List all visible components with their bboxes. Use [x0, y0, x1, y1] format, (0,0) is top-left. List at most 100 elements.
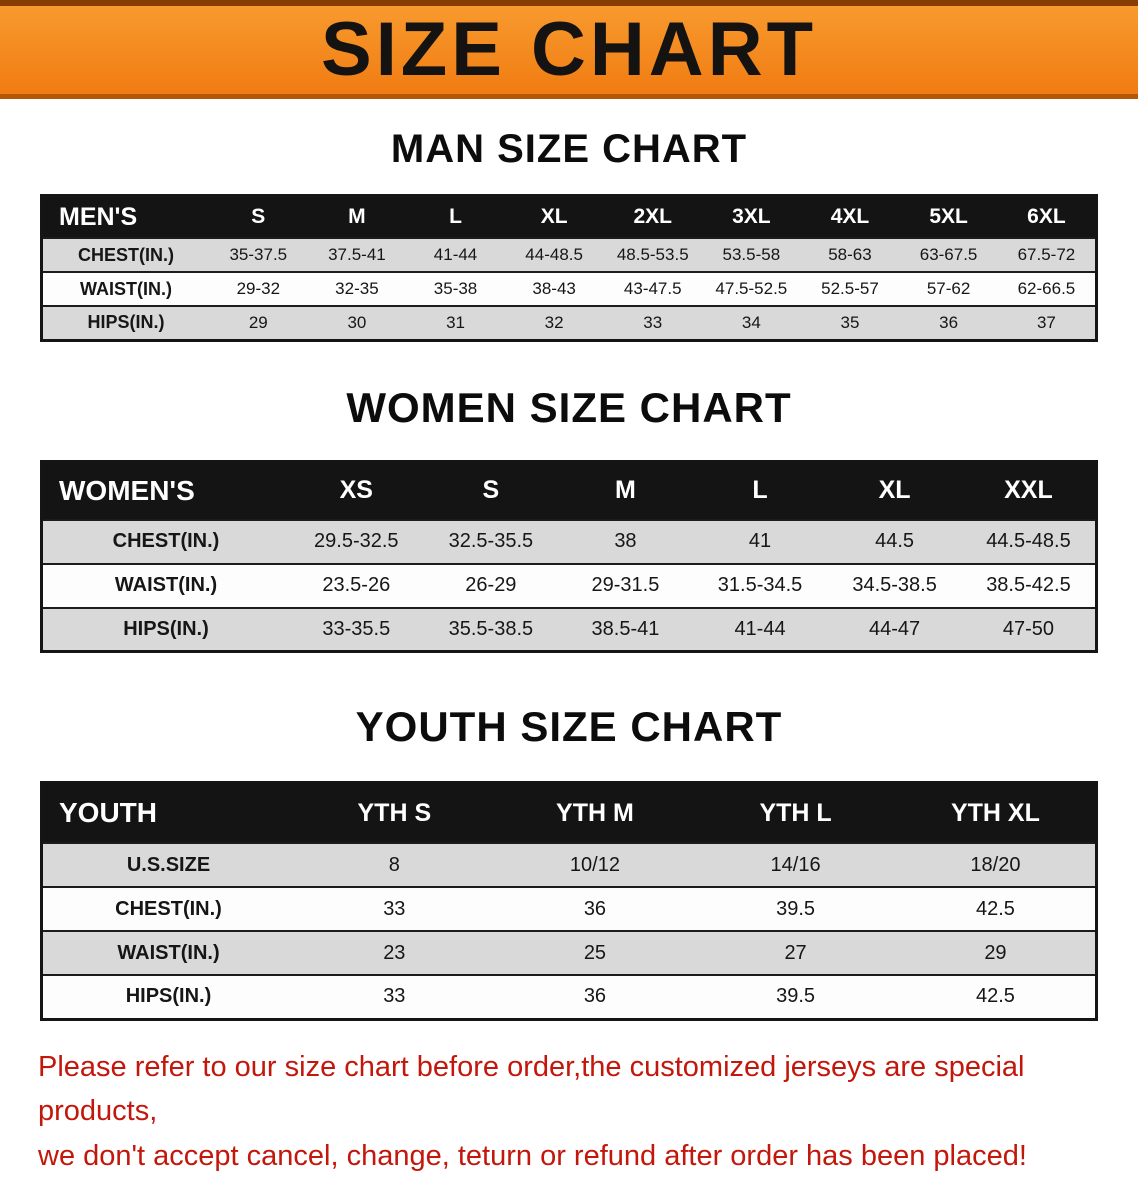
women-cell-value: 29-31.5	[558, 564, 693, 608]
youth-cell-value: 23	[294, 931, 495, 975]
men-col-header: 4XL	[801, 196, 900, 239]
women-cell-value: 32.5-35.5	[424, 520, 559, 564]
men-table-title: MEN'S	[42, 196, 210, 239]
youth-col-header: YTH M	[495, 783, 696, 844]
youth-row-label: CHEST(IN.)	[42, 887, 295, 931]
women-table-title: WOMEN'S	[42, 461, 290, 520]
men-row-label: CHEST(IN.)	[42, 238, 210, 272]
women-cell-value: 31.5-34.5	[693, 564, 828, 608]
youth-cell-value: 39.5	[695, 975, 896, 1019]
men-cell-value: 35	[801, 306, 900, 340]
men-cell-value: 32	[505, 306, 604, 340]
women-cell-value: 23.5-26	[289, 564, 424, 608]
men-col-header: 5XL	[899, 196, 998, 239]
women-cell-value: 34.5-38.5	[827, 564, 962, 608]
men-row-label: HIPS(IN.)	[42, 306, 210, 340]
women-row-label: CHEST(IN.)	[42, 520, 290, 564]
women-row-label: HIPS(IN.)	[42, 608, 290, 652]
men-cell-value: 67.5-72	[998, 238, 1097, 272]
men-cell-value: 53.5-58	[702, 238, 801, 272]
men-cell-value: 62-66.5	[998, 272, 1097, 306]
men-col-header: M	[308, 196, 407, 239]
women-col-header: XL	[827, 461, 962, 520]
youth-table-title: YOUTH	[42, 783, 295, 844]
men-cell-value: 30	[308, 306, 407, 340]
women-cell-value: 44.5	[827, 520, 962, 564]
women-col-header: M	[558, 461, 693, 520]
men-cell-value: 57-62	[899, 272, 998, 306]
youth-row-label: HIPS(IN.)	[42, 975, 295, 1019]
women-cell-value: 41-44	[693, 608, 828, 652]
men-cell-value: 63-67.5	[899, 238, 998, 272]
banner-title: SIZE CHART	[321, 12, 817, 88]
youth-cell-value: 27	[695, 931, 896, 975]
youth-row-label: U.S.SIZE	[42, 843, 295, 887]
men-row-label: WAIST(IN.)	[42, 272, 210, 306]
women-section-heading: WOMEN SIZE CHART	[0, 384, 1138, 432]
youth-cell-value: 36	[495, 975, 696, 1019]
women-col-header: XS	[289, 461, 424, 520]
women-col-header: S	[424, 461, 559, 520]
women-cell-value: 44-47	[827, 608, 962, 652]
size-chart-banner: SIZE CHART	[0, 0, 1138, 99]
women-cell-value: 47-50	[962, 608, 1097, 652]
men-cell-value: 32-35	[308, 272, 407, 306]
youth-cell-value: 33	[294, 975, 495, 1019]
men-cell-value: 35-37.5	[209, 238, 308, 272]
women-cell-value: 33-35.5	[289, 608, 424, 652]
women-row-label: WAIST(IN.)	[42, 564, 290, 608]
youth-row-label: WAIST(IN.)	[42, 931, 295, 975]
men-cell-value: 35-38	[406, 272, 505, 306]
women-cell-value: 41	[693, 520, 828, 564]
youth-cell-value: 33	[294, 887, 495, 931]
women-cell-value: 29.5-32.5	[289, 520, 424, 564]
men-cell-value: 33	[603, 306, 702, 340]
order-policy-notice: Please refer to our size chart before or…	[38, 1045, 1100, 1179]
youth-cell-value: 36	[495, 887, 696, 931]
men-cell-value: 52.5-57	[801, 272, 900, 306]
men-cell-value: 31	[406, 306, 505, 340]
men-col-header: 2XL	[603, 196, 702, 239]
youth-cell-value: 10/12	[495, 843, 696, 887]
men-cell-value: 58-63	[801, 238, 900, 272]
women-cell-value: 35.5-38.5	[424, 608, 559, 652]
men-col-header: S	[209, 196, 308, 239]
men-cell-value: 43-47.5	[603, 272, 702, 306]
order-policy-line-1: Please refer to our size chart before or…	[38, 1045, 1100, 1135]
youth-cell-value: 18/20	[896, 843, 1097, 887]
men-col-header: XL	[505, 196, 604, 239]
youth-col-header: YTH S	[294, 783, 495, 844]
women-col-header: L	[693, 461, 828, 520]
men-cell-value: 29-32	[209, 272, 308, 306]
youth-cell-value: 42.5	[896, 975, 1097, 1019]
youth-cell-value: 14/16	[695, 843, 896, 887]
youth-cell-value: 29	[896, 931, 1097, 975]
men-section-heading: MAN SIZE CHART	[0, 127, 1138, 172]
men-cell-value: 44-48.5	[505, 238, 604, 272]
men-cell-value: 37	[998, 306, 1097, 340]
youth-col-header: YTH L	[695, 783, 896, 844]
youth-cell-value: 25	[495, 931, 696, 975]
women-cell-value: 44.5-48.5	[962, 520, 1097, 564]
youth-cell-value: 42.5	[896, 887, 1097, 931]
men-col-header: L	[406, 196, 505, 239]
order-policy-line-2: we don't accept cancel, change, teturn o…	[38, 1134, 1100, 1179]
